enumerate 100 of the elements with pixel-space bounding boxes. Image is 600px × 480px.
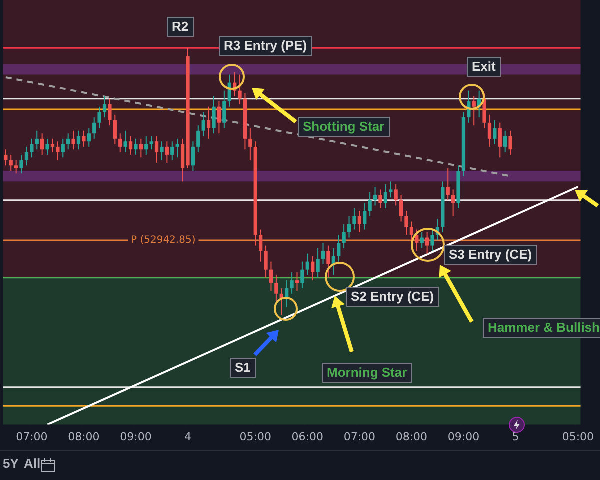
candlestick (92, 117, 96, 140)
candlestick (420, 232, 424, 249)
text: R2 (167, 17, 194, 37)
candlestick (425, 232, 430, 254)
candlestick (87, 128, 91, 148)
candlestick (222, 90, 226, 129)
candlestick (326, 245, 330, 278)
candlestick (46, 138, 50, 156)
x-tick-label: 09:00 (120, 430, 152, 444)
candlestick (295, 272, 300, 292)
candlestick (316, 248, 320, 278)
x-tick-label: 08:00 (68, 430, 100, 444)
candlestick (446, 168, 450, 201)
candlestick (410, 221, 414, 244)
candlestick (508, 130, 512, 156)
candlestick (128, 136, 133, 156)
annotation: Exit (467, 57, 501, 77)
candlestick (347, 216, 352, 238)
x-tick-label: 05:00 (240, 430, 272, 444)
candlestick (217, 101, 222, 134)
candlestick (66, 133, 70, 150)
candlestick (144, 136, 148, 156)
candlestick (40, 133, 44, 156)
x-tick-label: 09:00 (448, 430, 480, 444)
candlestick (118, 133, 122, 153)
candlestick (212, 96, 216, 134)
candlestick (269, 261, 274, 292)
text: Hammer & Bullish (483, 318, 600, 338)
candlestick (404, 210, 408, 236)
candlestick (451, 189, 456, 217)
text: All (24, 456, 41, 472)
candlestick (56, 141, 60, 161)
candlestick (389, 181, 393, 198)
candlestick (306, 253, 310, 276)
x-tick-label: 06:00 (292, 430, 324, 444)
candlestick (493, 120, 497, 145)
candlestick (384, 184, 388, 209)
text: 5Y (3, 456, 19, 472)
annotation: S3 Entry (CE) (444, 245, 538, 265)
candlestick (108, 98, 112, 126)
candlestick (352, 208, 356, 230)
ref-line-label: P (52942.85) (131, 235, 196, 246)
candlestick (202, 112, 206, 137)
candlestick (196, 125, 200, 153)
x-tick-label: 07:00 (344, 430, 376, 444)
candlestick (191, 141, 196, 172)
annotation: S2 Entry (CE) (346, 287, 440, 307)
candlestick (9, 154, 13, 172)
candlestick (264, 245, 268, 278)
candlestick (72, 130, 76, 150)
candlestick (399, 194, 404, 222)
candlestick (170, 141, 174, 161)
annotation: Shotting Star (298, 117, 390, 137)
candlestick (20, 154, 24, 174)
candlestick (176, 138, 180, 158)
candlestick (139, 138, 143, 158)
x-tick-label: 4 (184, 430, 192, 444)
text: S1 (230, 358, 256, 378)
candlestick (337, 234, 341, 262)
candlestick (498, 122, 502, 158)
candlestick (154, 136, 159, 164)
candlestick (259, 229, 263, 262)
x-tick-label: 05:00 (562, 430, 594, 444)
annotation: R3 Entry (PE) (219, 36, 312, 56)
candlestick (50, 138, 55, 153)
x-tick-label: 08:00 (396, 430, 428, 444)
candlestick (394, 184, 398, 206)
candlestick (321, 242, 326, 265)
candlestick (311, 256, 315, 282)
candlestick (430, 229, 434, 252)
candlestick (165, 141, 170, 164)
candlestick (368, 192, 372, 217)
candlestick (98, 106, 102, 129)
candlestick (124, 130, 128, 153)
candlestick (30, 138, 34, 158)
candlestick (342, 224, 346, 249)
candlestick (150, 136, 154, 150)
candlestick (61, 138, 65, 158)
candlestick (4, 149, 8, 166)
candlestick (290, 272, 294, 294)
candlestick (238, 74, 242, 105)
candlestick (504, 130, 508, 153)
candlestick (358, 210, 362, 233)
candlestick (24, 146, 29, 166)
text: Morning Star (322, 363, 412, 383)
candlestick (206, 106, 211, 140)
candlestick (134, 138, 138, 156)
candlestick (373, 186, 378, 206)
candlestick (300, 261, 304, 290)
candlestick (274, 274, 278, 302)
candlestick (248, 128, 252, 161)
candlestick (472, 96, 476, 126)
candlestick (113, 114, 117, 145)
candlestick (76, 130, 81, 150)
candlestick (35, 130, 39, 150)
candlestick (82, 130, 86, 148)
x-tick-label: 07:00 (16, 430, 48, 444)
candlestick (363, 202, 367, 230)
candlestick (488, 114, 492, 148)
candlestick (14, 160, 18, 174)
